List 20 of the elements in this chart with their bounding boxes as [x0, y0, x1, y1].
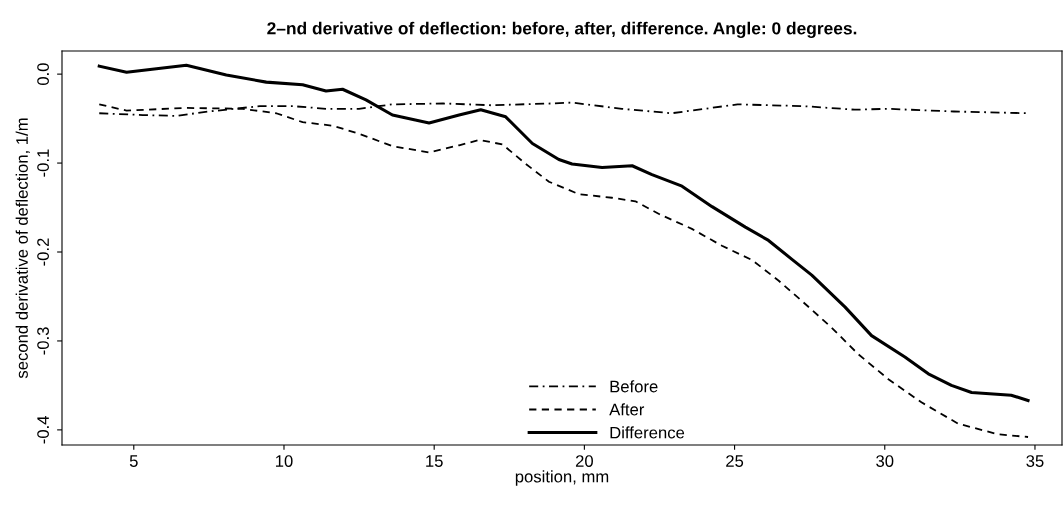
- x-axis-title: position, mm: [515, 470, 609, 486]
- legend-label: Before: [610, 380, 658, 393]
- y-axis-title: second derivative of deflection, 1/m: [15, 118, 30, 379]
- chart-title: 2–nd derivative of deflection: before, after, difference. Angle: 0 degrees.: [267, 21, 857, 39]
- y-tick-label: -0.3: [37, 327, 49, 355]
- x-tick-label: 5: [129, 455, 138, 467]
- x-tick-label: 15: [426, 455, 443, 467]
- legend-label: After: [609, 403, 645, 416]
- y-tick-label: -0.4: [37, 416, 49, 444]
- y-tick-label: -0.1: [37, 149, 49, 177]
- line-series: [98, 103, 1029, 438]
- y-tick-label: 0.0: [37, 63, 49, 86]
- legend-label: Difference: [610, 426, 685, 439]
- x-tick-label: 20: [575, 455, 593, 467]
- x-tick-label: 35: [1026, 455, 1044, 467]
- x-tick-label: 25: [726, 455, 744, 467]
- x-tick-label: 30: [876, 455, 894, 467]
- line-series: [97, 63, 1030, 403]
- y-tick-label: -0.2: [37, 238, 49, 266]
- x-tick-label: 10: [275, 455, 293, 467]
